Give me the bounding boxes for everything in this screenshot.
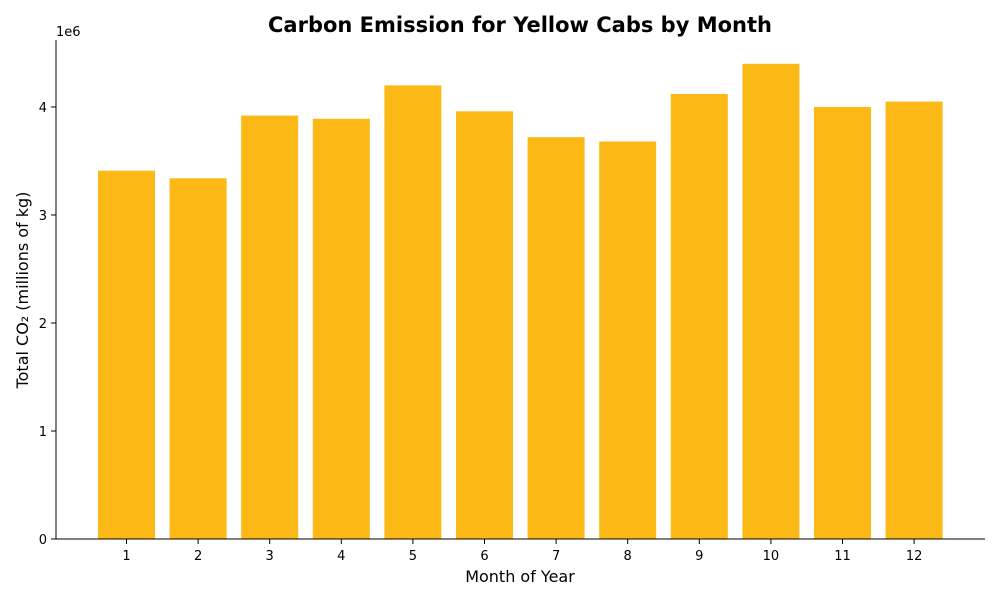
bar-month-2 bbox=[169, 178, 227, 540]
bar-month-7 bbox=[527, 137, 585, 539]
bar-month-9 bbox=[670, 94, 728, 539]
y-axis-label: Total CO₂ (millions of kg) bbox=[13, 192, 32, 390]
bar-month-10 bbox=[742, 63, 800, 540]
x-tick-label: 1 bbox=[122, 549, 130, 564]
x-tick-label: 11 bbox=[834, 549, 851, 564]
bar-month-11 bbox=[814, 107, 871, 539]
y-tick-label: 2 bbox=[39, 317, 47, 332]
y-axis-offset-label: 1e6 bbox=[56, 25, 81, 40]
bar-month-3 bbox=[241, 115, 299, 539]
y-tick-label: 3 bbox=[39, 209, 47, 224]
x-tick-label: 8 bbox=[624, 549, 632, 564]
bar-month-1 bbox=[98, 170, 155, 539]
bar-month-5 bbox=[384, 85, 442, 540]
x-tick-label: 12 bbox=[906, 549, 923, 564]
x-axis: 1 2 3 4 5 6 7 8 9 10 11 12 bbox=[56, 538, 985, 564]
x-axis-label: Month of Year bbox=[465, 567, 575, 586]
x-tick-label: 4 bbox=[337, 549, 345, 564]
chart-title: Carbon Emission for Yellow Cabs by Month bbox=[268, 13, 772, 37]
x-tick-label: 2 bbox=[194, 549, 202, 564]
x-tick-label: 3 bbox=[266, 549, 274, 564]
bar-month-4 bbox=[312, 118, 370, 540]
y-tick-label: 1 bbox=[39, 425, 47, 440]
y-tick-label: 0 bbox=[39, 533, 47, 548]
bar-month-6 bbox=[456, 111, 513, 540]
x-tick-label: 9 bbox=[695, 549, 703, 564]
bar-month-8 bbox=[599, 141, 657, 539]
bar-month-12 bbox=[885, 101, 943, 539]
x-tick-label: 10 bbox=[763, 549, 780, 564]
y-axis: 0 1 2 3 4 bbox=[39, 40, 57, 548]
x-tick-label: 6 bbox=[480, 549, 488, 564]
x-tick-label: 7 bbox=[552, 549, 560, 564]
bars-group bbox=[98, 63, 943, 540]
x-tick-label: 5 bbox=[409, 549, 417, 564]
y-tick-label: 4 bbox=[39, 101, 47, 116]
